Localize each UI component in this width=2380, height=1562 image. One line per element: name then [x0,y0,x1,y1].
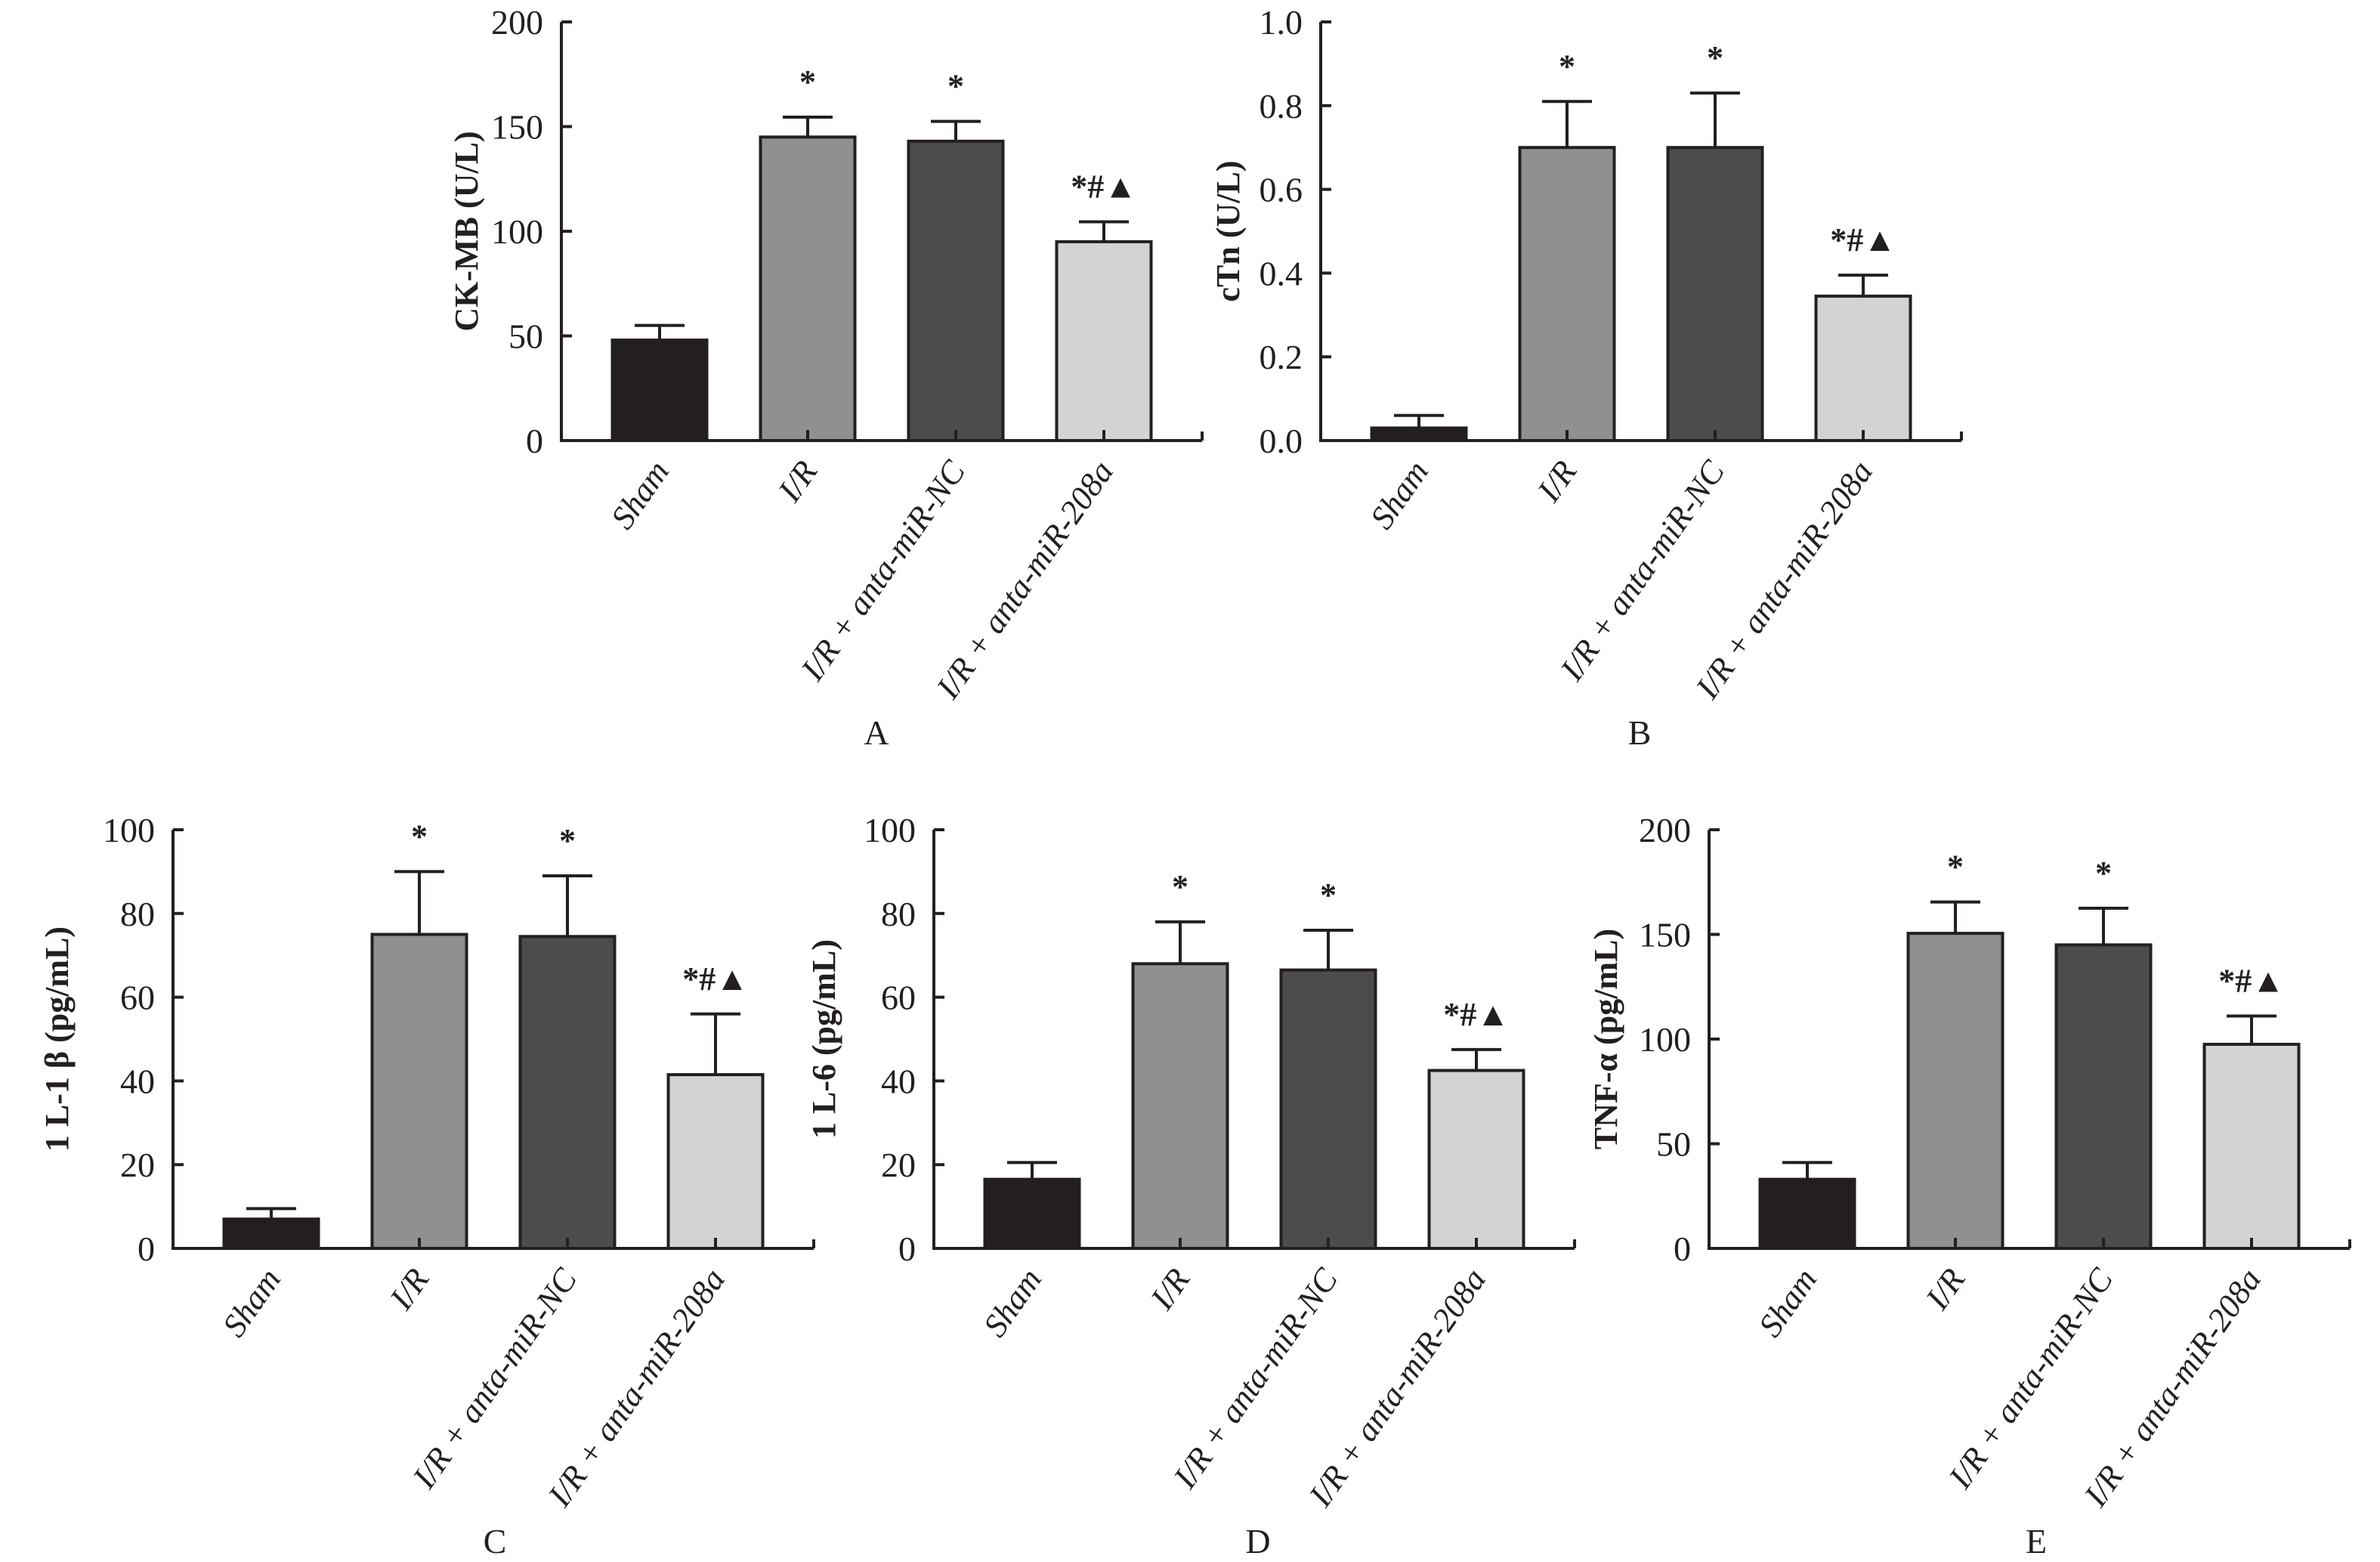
bar-i-r [759,135,857,442]
bar-i-r-anta-mir-nc [1279,968,1377,1250]
x-category-label: Sham [215,1262,288,1344]
y-tick-label: 100 [864,811,916,849]
significance-marker: * [1172,868,1188,905]
significance-marker: *#▲ [1830,221,1896,258]
x-category-label: I/R [382,1262,437,1317]
y-tick-label: 50 [508,317,543,356]
bar-i-r-anta-mir-208a [1055,240,1153,442]
y-tick-label: 80 [881,895,916,933]
y-tick-label: 80 [120,895,155,933]
significance-marker: * [1707,39,1723,76]
x-category-label: I/R + anta-miR-NC [1553,453,1732,688]
bar-i-r-anta-mir-nc [518,935,617,1251]
y-tick-label: 0.6 [1260,171,1303,209]
panel-d-il6-chart: 0 20 40 60 80 100 1 L-6 (pg/mL) Sham * I/R * I/R + … [805,811,1576,1560]
y-tick-label: 0.4 [1260,254,1303,292]
y-tick-label: 20 [120,1146,155,1184]
x-category-label: Sham [1363,454,1436,536]
y-tick-label: 0 [1674,1229,1691,1268]
y-tick-label: 1.0 [1260,3,1303,42]
x-category-label: I/R + anta-miR-NC [1941,1261,2121,1495]
y-tick-label: 100 [1639,1020,1691,1059]
bar-i-r [1131,962,1229,1251]
y-tick-label: 40 [120,1062,155,1100]
y-tick-label: 50 [1656,1125,1691,1164]
y-tick-label: 100 [103,811,155,849]
y-axis-title: TNF-α (pg/mL) [1587,929,1624,1149]
y-tick-label: 60 [120,979,155,1017]
bar-sham [1758,1177,1856,1250]
y-tick-label: 150 [491,108,543,147]
significance-marker: *#▲ [1071,169,1137,206]
significance-marker: * [1559,48,1575,85]
bar-i-r-anta-mir-208a [666,1073,765,1250]
significance-marker: *#▲ [1443,996,1510,1033]
y-axis-title: 1 L-1 β (pg/mL) [39,926,76,1152]
bar-i-r-anta-mir-nc [907,139,1005,442]
bar-i-r-anta-mir-nc [2054,943,2153,1250]
panel-letter: D [1245,1522,1270,1560]
bar-i-r [1906,932,2004,1250]
significance-marker: * [1320,877,1337,914]
panel-c-il1b-chart: 0 20 40 60 80 100 1 L-1 β (pg/mL) Sham * I/R * I/R … [39,811,815,1560]
panel-b-ctn-chart: 0.0 0.2 0.4 0.6 0.8 1.0 cTn (U/L) Sham * I/R * I/R … [1210,3,1963,752]
x-category-label: I/R + anta-miR-NC [1166,1261,1346,1495]
bar-sham [610,339,709,443]
x-category-label: I/R [1530,454,1584,509]
bar-i-r-anta-mir-nc [1666,146,1764,442]
panel-letter: B [1628,713,1652,752]
significance-marker: * [559,822,576,859]
y-tick-label: 0.8 [1260,87,1303,125]
y-tick-label: 40 [881,1062,916,1100]
bar-i-r [370,933,468,1250]
y-tick-label: 200 [1639,811,1691,849]
panel-letter: E [2026,1522,2047,1560]
significance-marker: * [411,818,428,855]
x-category-label: Sham [1751,1262,1824,1344]
panel-a-ck-mb-chart: 0 50 100 150 200 CK-MB (U/L) Sham * I/R * I/R + an… [448,3,1204,752]
y-tick-label: 0.2 [1260,338,1303,376]
y-tick-label: 0 [526,422,543,460]
bar-i-r-anta-mir-208a [2202,1042,2301,1251]
y-tick-label: 0 [898,1229,916,1268]
y-tick-label: 100 [491,212,543,251]
significance-marker: *#▲ [2218,963,2285,1000]
y-tick-label: 0 [138,1229,155,1268]
significance-marker: * [1947,849,1964,886]
bar-i-r [1518,146,1616,442]
x-category-label: Sham [976,1262,1049,1344]
y-tick-label: 20 [881,1146,916,1184]
significance-marker: *#▲ [682,960,749,998]
x-category-label: I/R + anta-miR-NC [405,1261,585,1495]
bar-i-r-anta-mir-208a [1814,294,1912,442]
x-category-label: I/R + anta-miR-NC [793,453,973,688]
y-tick-label: 60 [881,979,916,1017]
panel-letter: C [484,1522,507,1560]
panel-e-tnfa-chart: 0 50 100 150 200 TNF-α (pg/mL) Sham * I/R * I/R + … [1587,811,2351,1560]
y-tick-label: 0.0 [1260,422,1303,460]
y-tick-label: 150 [1639,916,1691,954]
y-axis-title: 1 L-6 (pg/mL) [805,939,842,1139]
x-category-label: I/R [1143,1262,1198,1317]
y-axis-title: cTn (U/L) [1210,161,1247,302]
significance-marker: * [799,63,816,101]
x-category-label: Sham [604,454,676,536]
significance-marker: * [2095,855,2112,892]
y-tick-label: 200 [491,3,543,42]
y-axis-title: CK-MB (U/L) [448,131,485,331]
bar-i-r-anta-mir-208a [1427,1069,1525,1251]
significance-marker: * [947,68,964,105]
x-category-label: I/R [771,454,825,509]
x-category-label: I/R [1918,1262,1973,1317]
panel-letter: A [864,713,889,752]
